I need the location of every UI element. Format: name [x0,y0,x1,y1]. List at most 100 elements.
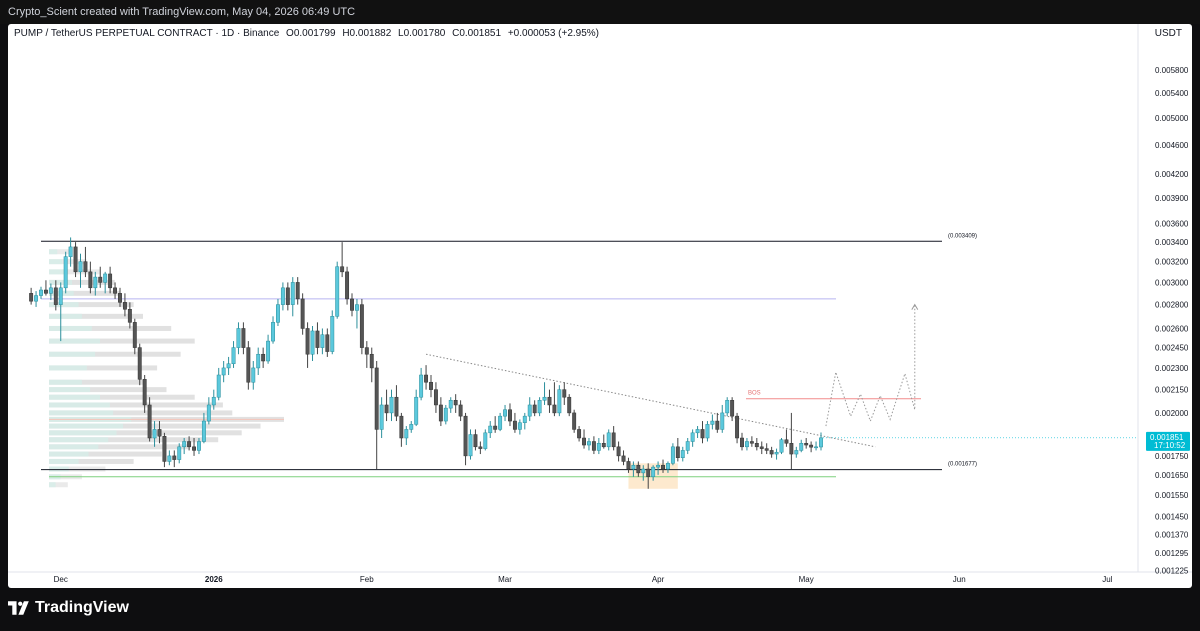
volume-profile-bar [49,302,134,308]
candle-body [740,437,744,448]
candle-body [473,434,478,448]
candle-body [325,334,330,352]
candle-body [646,468,651,478]
volume-profile-bar-up [49,482,56,488]
candle-body [236,328,241,348]
candle-body [197,441,201,451]
candle-body [567,396,572,414]
candle-body [330,316,335,352]
price-tick-label: 0.001550 [1155,491,1189,500]
price-tick-label: 0.001295 [1155,549,1189,558]
volume-profile-bar-up [49,302,79,308]
candle-body [399,415,404,439]
candle-body [187,441,192,448]
candle-body [438,404,443,422]
tradingview-logo: TradingView [8,599,129,617]
chart-canvas[interactable]: (0.003409) (0.001677) BOS 0.005800 0.005400 0… [8,24,1192,588]
price-tick-label: 0.001225 [1155,567,1189,576]
candle-body [512,420,517,430]
volume-profile-bar [49,402,223,408]
candle-body [53,287,58,305]
volume-profile-bar-up [49,394,100,400]
volume-profile-bar [49,351,181,357]
candle-body [670,446,675,464]
candle-body [404,429,409,439]
candle-body [705,424,710,439]
candle-body [611,432,616,448]
price-tick-label: 0.002450 [1155,344,1189,353]
price-tick-label: 0.002300 [1155,364,1189,373]
candle-body [498,415,503,430]
candle-body [354,304,359,311]
ohlc-close: C0.001851 [452,28,502,39]
candle-body [754,443,759,448]
candle-body [98,276,103,283]
time-tick-label: May [799,575,814,584]
candle-body [389,396,394,414]
volume-profile-bar [49,379,143,385]
current-price-tag[interactable] [1146,431,1190,451]
price-tick-label: 0.005000 [1155,114,1189,123]
candle-body [162,436,167,462]
candle-body [433,389,438,406]
candle-body [601,443,606,448]
chart-frame[interactable]: (0.003409) (0.001677) BOS 0.005800 0.005400 0… [8,24,1192,588]
candle-body [626,461,631,470]
candle-body [557,389,562,414]
time-tick-label: Dec [54,575,68,584]
descending-trendline[interactable] [425,353,876,448]
candle-body [271,322,275,342]
candle-body [29,293,34,302]
candle-body [39,289,43,296]
symbol-title[interactable]: PUMP / TetherUS PERPETUAL CONTRACT · 1D … [14,28,280,39]
volume-profile-bar-up [49,249,58,255]
candle-body [453,400,458,406]
candle-body [246,347,251,383]
candle-body [419,374,424,398]
candle-body [483,432,488,449]
candle-body [300,298,305,329]
volume-profile-bar-up [49,338,100,344]
candle-body [88,271,93,289]
candle-body [147,404,152,439]
candle-body [695,429,700,434]
price-tick-label: 0.002150 [1155,386,1189,395]
candle-body [517,422,522,430]
candle-body [503,409,507,417]
price-tick-label: 0.003000 [1155,278,1189,287]
price-tick-label: 0.004600 [1155,141,1189,150]
candle-body [685,441,690,451]
candle-body [774,451,779,455]
tradingview-logo-icon [8,601,29,615]
candle-body [656,464,661,468]
candle-body [700,429,705,439]
candle-body [537,400,542,414]
projection-arrow [911,303,919,310]
candle-body [93,276,98,289]
projection-path[interactable] [825,304,916,427]
volume-profile-bar [49,410,233,416]
time-tick-label: Feb [360,575,374,584]
candle-body [735,415,740,439]
candle-body [127,308,132,323]
price-change: +0.000053 (+2.95%) [507,28,600,39]
candle-body [819,437,823,448]
footer-bar [0,588,1200,631]
price-tick-label: 0.005400 [1155,89,1189,98]
candle-body [814,446,819,449]
ohlc-low: L0.001780 [398,28,446,39]
candle-body [374,367,379,430]
candle-body [290,282,295,305]
ohlc-high: H0.001882 [342,28,392,39]
volume-profile-bar-up [49,313,82,319]
volume-profile-bar [49,458,134,464]
candle-body [142,379,147,406]
volume-profile-bar [49,430,242,436]
candle-body [157,429,162,437]
candle-body [493,425,498,430]
volume-profile-bar [49,437,219,443]
candle-body [582,437,586,446]
price-scale-currency[interactable]: USDT [1154,28,1182,39]
candle-body [715,420,720,430]
volume-profile-bar [49,249,73,255]
